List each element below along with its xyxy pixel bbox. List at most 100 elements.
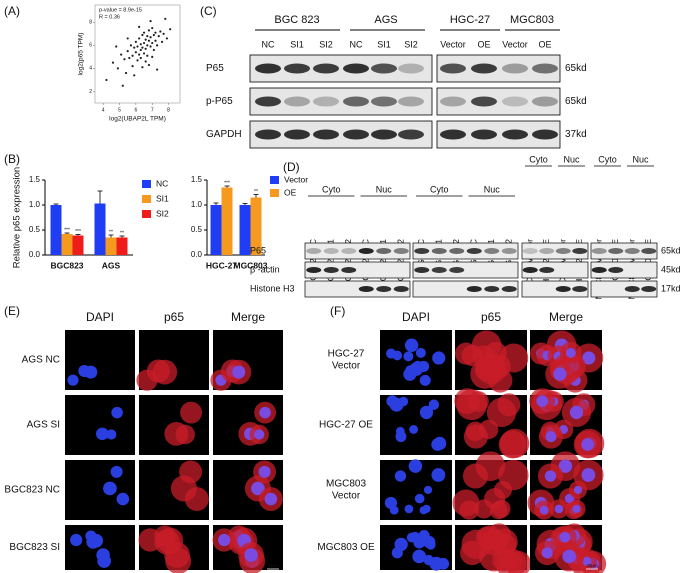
y-tick-label: 1.0 <box>191 200 203 209</box>
legend-label: NC <box>156 178 168 188</box>
y-axis-label: log2(p65 TPM) <box>78 33 85 76</box>
lane-label: Vector <box>502 39 528 49</box>
significance: *** <box>75 229 81 235</box>
point <box>146 44 149 47</box>
x-tick-label: 4 <box>102 107 105 113</box>
y-tick-label: 6 <box>89 43 92 49</box>
nucleus <box>96 427 109 441</box>
blot-band <box>313 96 339 107</box>
blot-band <box>624 248 640 254</box>
cytoplasm <box>484 341 507 364</box>
x-tick-label: MGC803 <box>233 260 267 270</box>
blot-band <box>255 96 281 107</box>
nucleus <box>392 350 403 361</box>
blot-frame <box>304 261 411 279</box>
row-label: AGS NC <box>22 355 60 366</box>
nucleus <box>391 547 403 559</box>
blot-band <box>313 129 339 140</box>
y-axis-label: Relative p65 expression <box>12 167 23 268</box>
nucleus <box>84 365 98 379</box>
nucleus <box>259 406 271 419</box>
group-label: HGC-27 <box>450 14 490 26</box>
nucleus <box>423 485 433 495</box>
point <box>138 53 141 56</box>
cytoplasm <box>492 499 511 518</box>
cytoplasm <box>180 401 203 424</box>
blot-band <box>343 63 369 74</box>
nucleus <box>559 531 571 543</box>
cytoplasm <box>179 460 203 484</box>
nucleus <box>70 533 83 547</box>
nucleus <box>541 547 553 559</box>
blot-band <box>255 63 281 74</box>
blot-band <box>501 286 517 292</box>
blot-band <box>284 63 310 74</box>
y-tick-label: 0.5 <box>29 225 41 234</box>
micrograph <box>65 460 135 520</box>
blot-band <box>471 96 497 107</box>
size-label: 65kd <box>565 63 587 74</box>
significance: ** <box>254 189 258 195</box>
compartment-label: Nuc <box>484 184 501 194</box>
bar <box>50 205 62 255</box>
point <box>159 30 162 33</box>
point <box>115 45 118 48</box>
point <box>141 33 144 37</box>
y-tick-label: 0.0 <box>191 250 203 259</box>
point <box>144 47 147 50</box>
nucleus <box>562 549 577 564</box>
nucleus <box>398 396 409 407</box>
point <box>152 48 155 52</box>
nucleus <box>89 533 104 548</box>
panel-label: (E) <box>4 304 20 318</box>
nucleus <box>408 459 423 473</box>
column-header: DAPI <box>402 310 430 324</box>
nucleus <box>254 429 265 440</box>
point <box>151 41 154 45</box>
blot-band <box>449 248 465 254</box>
nucleus <box>409 425 419 434</box>
nucleus <box>582 556 592 566</box>
blot-band <box>501 248 517 254</box>
column-header: Merge <box>549 310 583 324</box>
nucleus <box>67 374 79 386</box>
group-label: MGC803 <box>510 14 554 26</box>
blot-band <box>414 248 430 254</box>
panel-label: (A) <box>4 4 20 18</box>
point <box>134 51 137 54</box>
blot-band <box>641 286 657 292</box>
point <box>133 74 136 77</box>
legend-swatch <box>270 189 279 197</box>
legend-swatch <box>142 195 151 203</box>
blot-band <box>343 96 369 107</box>
nucleus <box>244 548 258 562</box>
lane-label: OE <box>538 39 551 49</box>
lane-label: NC <box>262 39 275 49</box>
point <box>146 35 149 38</box>
x-tick-label: 7 <box>151 107 154 113</box>
blot-band <box>284 129 310 140</box>
micrograph <box>65 395 135 455</box>
point <box>142 41 146 45</box>
lane-label: SI2 <box>319 39 333 49</box>
blot-band <box>440 96 466 107</box>
row-label: MGC803 <box>326 479 366 490</box>
blot-band <box>608 267 624 273</box>
nucleus <box>569 405 584 420</box>
point <box>156 44 159 47</box>
nucleus <box>418 529 430 541</box>
y-tick-label: 8 <box>89 20 92 26</box>
blot-band <box>376 286 392 292</box>
blot-band <box>502 129 528 140</box>
blot-band <box>484 248 500 254</box>
bar <box>116 237 128 255</box>
point <box>157 35 160 38</box>
blot-band <box>306 248 322 254</box>
nucleus <box>428 399 440 410</box>
blot-band <box>572 286 588 292</box>
point <box>126 50 129 53</box>
blot-band <box>502 63 528 74</box>
blot-band <box>532 129 558 140</box>
blot-band <box>398 129 424 140</box>
